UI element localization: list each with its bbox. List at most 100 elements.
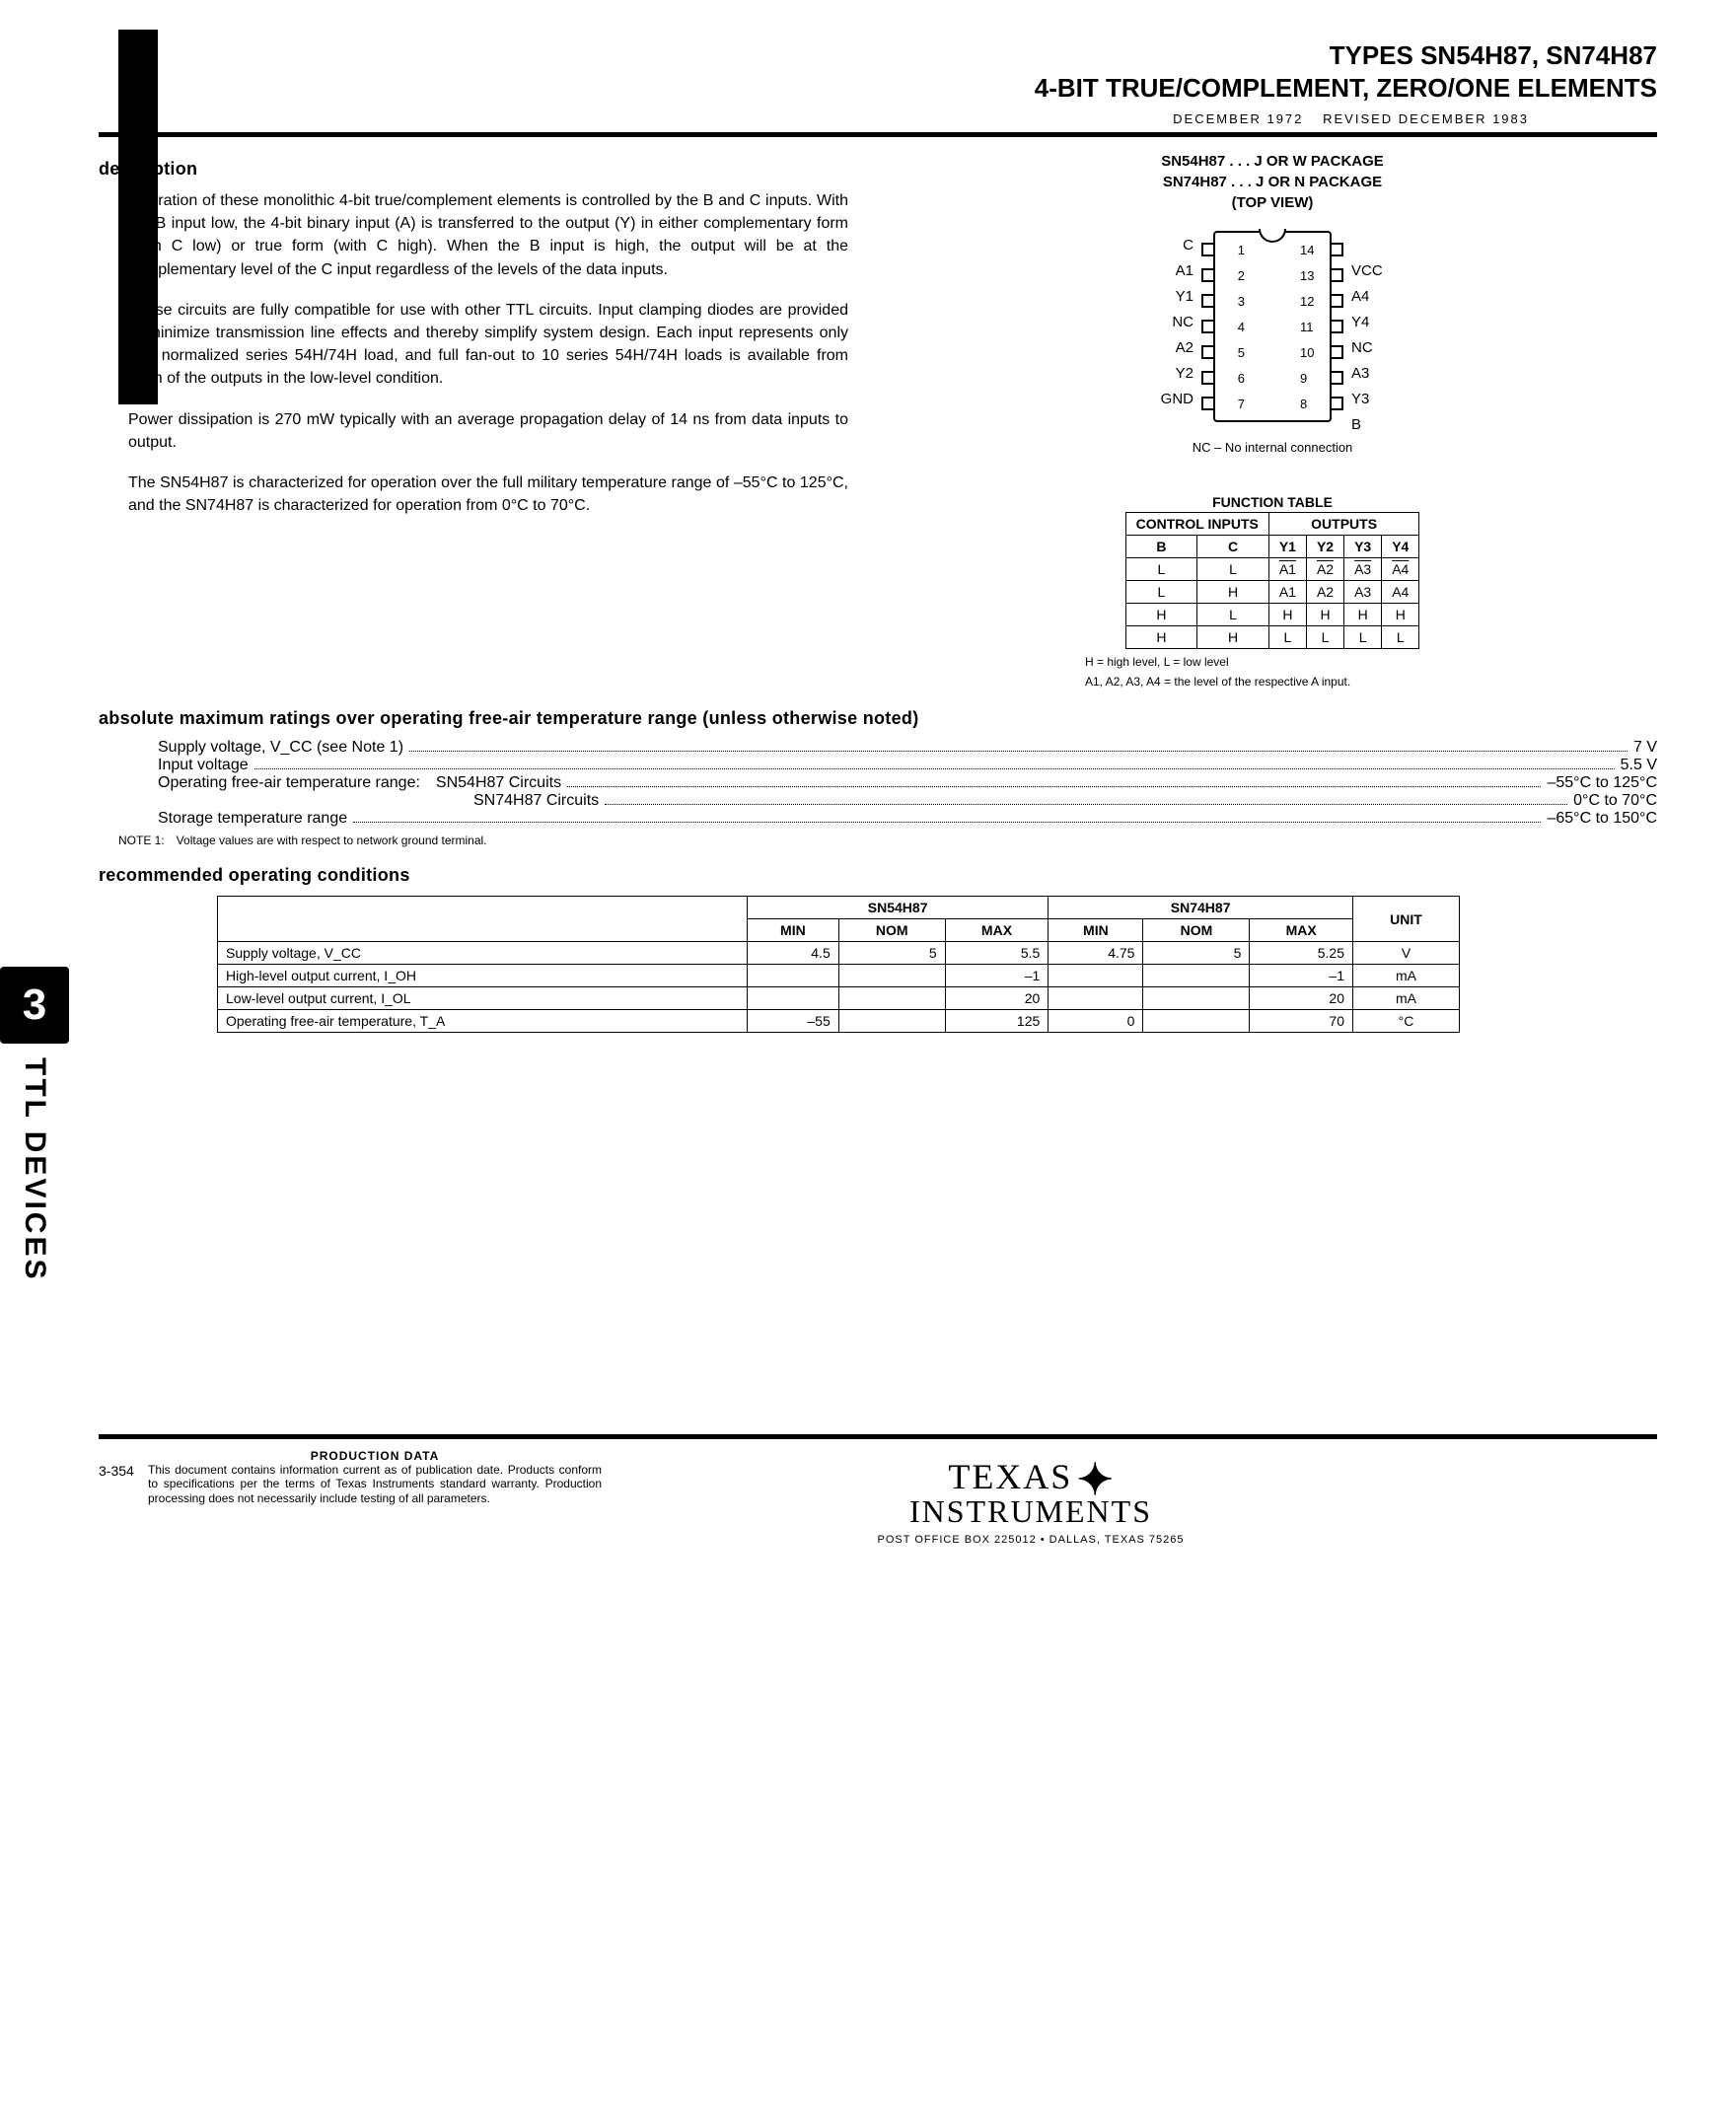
pin-row: NC411NC (1215, 314, 1330, 339)
op-cell (1049, 987, 1143, 1010)
ratings-label: Storage temperature range (158, 810, 347, 828)
function-table-title: FUNCTION TABLE (888, 494, 1657, 510)
pin-label-left: NC (1172, 314, 1194, 330)
abs-max-heading: absolute maximum ratings over operating … (99, 708, 1657, 729)
ratings-dots (605, 792, 1567, 805)
side-tab-text: TTL DEVICES (18, 1057, 51, 1281)
decorative-bar (118, 30, 158, 404)
pin-label-left: C (1183, 237, 1194, 254)
rule-bottom (99, 1434, 1657, 1439)
pkg-line-3: (TOP VIEW) (888, 192, 1657, 213)
ft-col: Y3 (1344, 536, 1382, 558)
pin-box-right (1330, 268, 1343, 282)
pin-num-left: 7 (1215, 397, 1251, 411)
left-column: description Operation of these monolithi… (99, 151, 848, 689)
ft-col: B (1125, 536, 1197, 558)
op-cell (1143, 987, 1250, 1010)
pin-num-left: 3 (1215, 294, 1251, 309)
pin-box-right (1330, 294, 1343, 308)
pin-box-left (1201, 243, 1215, 256)
pin-label-left: A1 (1176, 262, 1194, 279)
op-subhead: MIN (748, 919, 839, 942)
ratings-dots (567, 774, 1541, 787)
ratings-dots (409, 739, 1628, 752)
op-cell: 0 (1049, 1010, 1143, 1033)
ratings-value: 7 V (1633, 739, 1657, 757)
op-cell: –1 (945, 965, 1049, 987)
pin-num-left: 4 (1215, 320, 1251, 334)
page-title: TYPES SN54H87, SN74H87 4-BIT TRUE/COMPLE… (99, 39, 1657, 104)
pin-box-right (1330, 371, 1343, 385)
ft-outputs-head: OUTPUTS (1268, 513, 1419, 536)
pin-row: Y269Y3 (1215, 365, 1330, 391)
page-number: 3-354 (99, 1449, 148, 1505)
production-data-body: This document contains information curre… (148, 1463, 602, 1505)
op-cell: 20 (1250, 987, 1353, 1010)
title-line-1: TYPES SN54H87, SN74H87 (99, 39, 1657, 72)
op-row: Operating free-air temperature, T_A–5512… (218, 1010, 1460, 1033)
side-tab-number: 3 (0, 967, 69, 1044)
ti-address: POST OFFICE BOX 225012 • DALLAS, TEXAS 7… (661, 1534, 1401, 1546)
function-table-note-1: H = high level, L = low level (888, 655, 1657, 669)
op-cell: 125 (945, 1010, 1049, 1033)
pkg-line-1: SN54H87 . . . J OR W PACKAGE (888, 151, 1657, 172)
op-subhead: MAX (945, 919, 1049, 942)
pin-label-left: GND (1161, 391, 1194, 407)
op-cell: 5 (1143, 942, 1250, 965)
package-heading: SN54H87 . . . J OR W PACKAGE SN74H87 . .… (888, 151, 1657, 213)
pin-num-right: 11 (1294, 320, 1330, 334)
pin-label-right: A4 (1351, 288, 1369, 305)
pin-label-left: A2 (1176, 339, 1194, 356)
production-data-title: PRODUCTION DATA (148, 1449, 602, 1463)
pin-label-right: NC (1351, 339, 1373, 356)
op-cell: –1 (1250, 965, 1353, 987)
ratings-list: Supply voltage, V_CC (see Note 1)7 VInpu… (158, 739, 1657, 828)
pin-row: C114VCC (1215, 237, 1330, 262)
op-cell (1049, 965, 1143, 987)
op-cell: 4.75 (1049, 942, 1143, 965)
function-table: CONTROL INPUTSOUTPUTSBCY1Y2Y3Y4LLA1A2A3A… (1125, 512, 1420, 649)
pin-box-right (1330, 345, 1343, 359)
pin-num-left: 6 (1215, 371, 1251, 386)
ft-row: HHLLLL (1125, 626, 1419, 649)
ratings-label: Supply voltage, V_CC (see Note 1) (158, 739, 403, 757)
ratings-value: 5.5 V (1621, 757, 1657, 774)
rule-top (99, 132, 1657, 137)
op-subhead: NOM (1143, 919, 1250, 942)
description-heading: description (99, 159, 848, 180)
ti-instruments: INSTRUMENTS (661, 1493, 1401, 1530)
pin-row: Y1312Y4 (1215, 288, 1330, 314)
op-cell (838, 987, 945, 1010)
ratings-label: SN74H87 Circuits (158, 792, 599, 810)
ti-mark-icon: ✦ (1077, 1455, 1114, 1505)
op-param: Supply voltage, V_CC (218, 942, 748, 965)
footer: 3-354 PRODUCTION DATA This document cont… (99, 1434, 1657, 1546)
op-cell (1143, 965, 1250, 987)
revision-line: DECEMBER 1972 REVISED DECEMBER 1983 (99, 111, 1657, 126)
pin-num-left: 1 (1215, 243, 1251, 257)
pin-num-right: 8 (1294, 397, 1330, 411)
pin-box-left (1201, 371, 1215, 385)
pin-row: A1213A4 (1215, 262, 1330, 288)
ratings-value: 0°C to 70°C (1573, 792, 1657, 810)
pin-row: GND78B (1215, 391, 1330, 416)
nc-note: NC – No internal connection (888, 440, 1657, 455)
note-1: NOTE 1: Voltage values are with respect … (118, 834, 1657, 847)
pinout-diagram: C114VCCA1213A4Y1312Y4NC411NCA2510A3Y269Y… (1213, 231, 1332, 422)
op-dev1: SN54H87 (748, 897, 1049, 919)
ft-col: C (1197, 536, 1269, 558)
pin-num-right: 14 (1294, 243, 1330, 257)
description-para-4: The SN54H87 is characterized for operati… (128, 472, 848, 517)
pkg-line-2: SN74H87 . . . J OR N PACKAGE (888, 172, 1657, 192)
rec-op-heading: recommended operating conditions (99, 865, 1657, 886)
description-para-1: Operation of these monolithic 4-bit true… (128, 189, 848, 281)
ratings-dots (353, 810, 1541, 823)
chip-body: C114VCCA1213A4Y1312Y4NC411NCA2510A3Y269Y… (1213, 231, 1332, 422)
op-cell: 5.5 (945, 942, 1049, 965)
pin-label-right: Y4 (1351, 314, 1369, 330)
pin-box-left (1201, 268, 1215, 282)
ratings-row: SN74H87 Circuits 0°C to 70°C (158, 792, 1657, 810)
ti-texas: TEXAS (948, 1457, 1072, 1496)
pin-label-left: Y1 (1176, 288, 1194, 305)
op-subhead: NOM (838, 919, 945, 942)
